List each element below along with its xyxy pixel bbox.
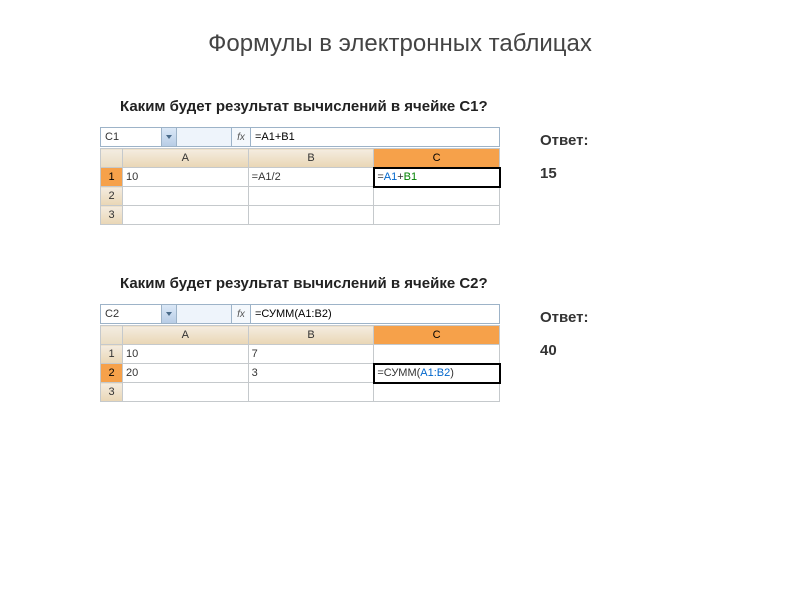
fbar-gap xyxy=(177,128,232,146)
block-q2: Каким будет результат вычислений в ячейк… xyxy=(0,275,800,402)
formula-bar-2: C2 fx =СУММ(A1:B2) xyxy=(100,304,500,324)
col-header-B[interactable]: B xyxy=(248,326,374,345)
formula-prefix: =СУММ( xyxy=(377,367,420,379)
answer-value-2: 40 xyxy=(540,337,589,364)
formula-suffix: ) xyxy=(450,367,454,379)
row-header-1[interactable]: 1 xyxy=(101,345,123,364)
page-title: Формулы в электронных таблицах xyxy=(0,30,800,58)
cell-A3[interactable] xyxy=(123,206,249,225)
cell-C2[interactable] xyxy=(374,187,500,206)
ref-range: A1:B2 xyxy=(420,367,450,379)
block-q1: Каким будет результат вычислений в ячейк… xyxy=(0,98,800,225)
formula-bar-1: C1 fx =A1+B1 xyxy=(100,127,500,147)
row-header-1[interactable]: 1 xyxy=(101,168,123,187)
name-box-dropdown-icon[interactable] xyxy=(162,305,177,323)
cell-C3[interactable] xyxy=(374,383,500,402)
ref-A1: A1 xyxy=(384,171,397,183)
cell-B3[interactable] xyxy=(248,383,374,402)
col-header-B[interactable]: B xyxy=(248,149,374,168)
name-box-1[interactable]: C1 xyxy=(101,128,162,146)
cell-B3[interactable] xyxy=(248,206,374,225)
cell-B2[interactable] xyxy=(248,187,374,206)
fx-icon[interactable]: fx xyxy=(232,128,251,146)
answer-label-1: Ответ: xyxy=(540,127,589,154)
select-all-corner[interactable] xyxy=(101,326,123,345)
grid-1: A B C 1 10 =A1/2 =A1+B1 2 xyxy=(100,148,500,225)
cell-B2[interactable]: 3 xyxy=(248,364,374,383)
cell-A3[interactable] xyxy=(123,383,249,402)
row-header-3[interactable]: 3 xyxy=(101,206,123,225)
question-1: Каким будет результат вычислений в ячейк… xyxy=(120,98,800,115)
cell-A1[interactable]: 10 xyxy=(123,168,249,187)
col-header-A[interactable]: A xyxy=(123,326,249,345)
slide: Формулы в электронных таблицах Каким буд… xyxy=(0,0,800,600)
cell-A1[interactable]: 10 xyxy=(123,345,249,364)
cell-C3[interactable] xyxy=(374,206,500,225)
cell-A2[interactable]: 20 xyxy=(123,364,249,383)
grid-2: A B C 1 10 7 2 20 3 xyxy=(100,325,500,402)
name-box-dropdown-icon[interactable] xyxy=(162,128,177,146)
select-all-corner[interactable] xyxy=(101,149,123,168)
fx-icon[interactable]: fx xyxy=(232,305,251,323)
name-box-2[interactable]: C2 xyxy=(101,305,162,323)
row-header-3[interactable]: 3 xyxy=(101,383,123,402)
row-header-2[interactable]: 2 xyxy=(101,364,123,383)
col-header-C[interactable]: C xyxy=(374,326,500,345)
formula-input-1[interactable]: =A1+B1 xyxy=(251,128,499,146)
cell-B1[interactable]: =A1/2 xyxy=(248,168,374,187)
cell-C1[interactable] xyxy=(374,345,500,364)
cell-B1[interactable]: 7 xyxy=(248,345,374,364)
cell-A2[interactable] xyxy=(123,187,249,206)
ref-B1: B1 xyxy=(404,171,417,183)
answer-1: Ответ: 15 xyxy=(540,127,589,187)
col-header-C[interactable]: C xyxy=(374,149,500,168)
question-2: Каким будет результат вычислений в ячейк… xyxy=(120,275,800,292)
col-header-A[interactable]: A xyxy=(123,149,249,168)
row-header-2[interactable]: 2 xyxy=(101,187,123,206)
fbar-gap xyxy=(177,305,232,323)
formula-input-2[interactable]: =СУММ(A1:B2) xyxy=(251,305,499,323)
answer-2: Ответ: 40 xyxy=(540,304,589,364)
spreadsheet-1: C1 fx =A1+B1 A B C xyxy=(100,127,500,225)
answer-value-1: 15 xyxy=(540,160,589,187)
spreadsheet-2: C2 fx =СУММ(A1:B2) A B C xyxy=(100,304,500,402)
answer-label-2: Ответ: xyxy=(540,304,589,331)
cell-C1[interactable]: =A1+B1 xyxy=(374,168,500,187)
cell-C2[interactable]: =СУММ(A1:B2) xyxy=(374,364,500,383)
